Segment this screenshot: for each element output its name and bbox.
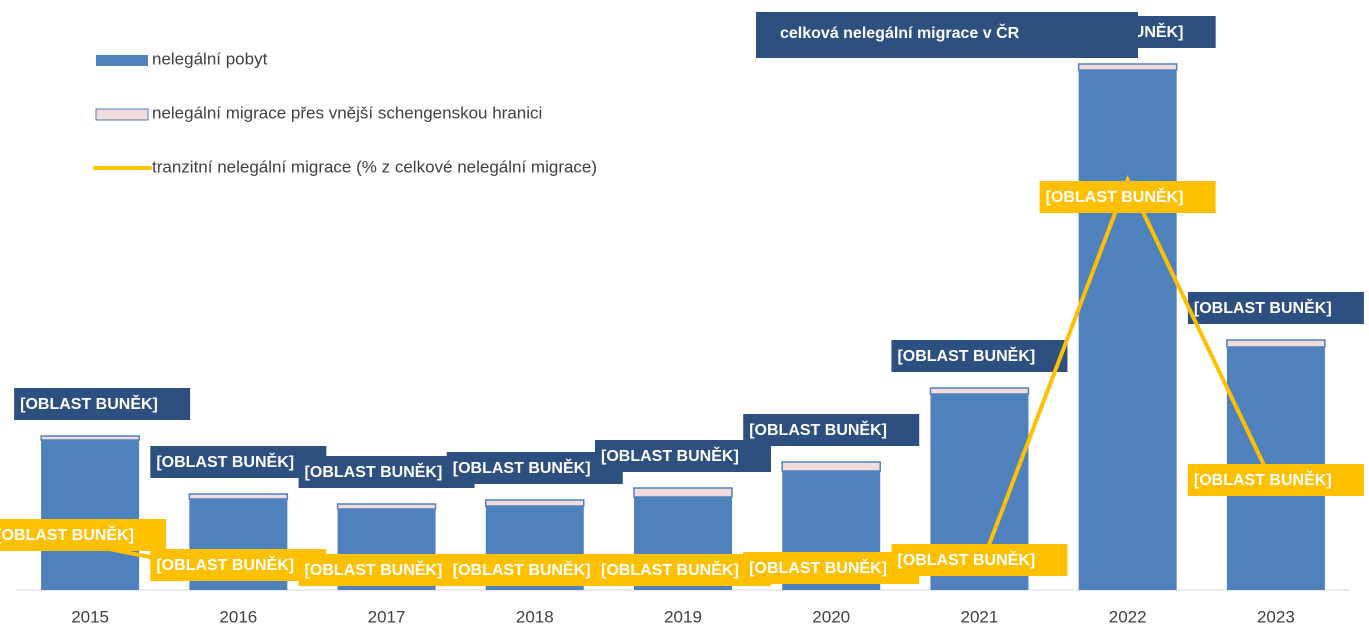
line-label: [OBLAST BUNĚK] bbox=[897, 550, 1035, 569]
bar bbox=[1226, 339, 1326, 348]
line-label-box bbox=[891, 544, 1068, 576]
line-label: [OBLAST BUNĚK] bbox=[1046, 187, 1184, 206]
line-label: [OBLAST BUNĚK] bbox=[601, 560, 739, 579]
line-label: [OBLAST BUNĚK] bbox=[156, 555, 294, 574]
bar bbox=[1077, 63, 1178, 71]
total-label: [OBLAST BUNĚK] bbox=[156, 452, 294, 471]
bar bbox=[336, 503, 437, 510]
line-label-box bbox=[595, 554, 771, 586]
total-label-box bbox=[150, 446, 327, 478]
x-tick-label: 2019 bbox=[664, 607, 702, 626]
line-label: [OBLAST BUNĚK] bbox=[305, 560, 443, 579]
x-tick-label: 2016 bbox=[219, 607, 257, 626]
line-label: [OBLAST BUNĚK] bbox=[1194, 470, 1332, 489]
bar bbox=[781, 461, 881, 472]
total-label-box bbox=[595, 440, 771, 472]
total-label-box bbox=[14, 388, 191, 420]
total-label: [OBLAST BUNĚK] bbox=[20, 394, 158, 413]
bar bbox=[633, 487, 733, 498]
total-label-box bbox=[298, 456, 475, 488]
line-label-box bbox=[0, 519, 167, 551]
line-label-box bbox=[1039, 181, 1216, 213]
legend-label: nelegální migrace přes vnější schengensk… bbox=[152, 103, 542, 122]
bar bbox=[40, 435, 140, 441]
line-label-box bbox=[1187, 464, 1364, 496]
bar bbox=[485, 499, 585, 507]
legend-swatch bbox=[95, 108, 149, 121]
total-label: [OBLAST BUNĚK] bbox=[601, 446, 739, 465]
total-label-box bbox=[743, 414, 920, 446]
total-name: celková nelegální migrace v ČR bbox=[780, 23, 1020, 42]
line-label-box bbox=[446, 554, 623, 586]
total-label-box bbox=[446, 452, 623, 484]
bar bbox=[929, 387, 1030, 395]
x-tick-label: 2021 bbox=[961, 607, 999, 626]
total-label: [OBLAST BUNĚK] bbox=[305, 462, 443, 481]
line-label-box bbox=[743, 552, 920, 584]
x-tick-label: 2015 bbox=[71, 607, 109, 626]
x-tick-label: 2020 bbox=[812, 607, 850, 626]
total-label-box bbox=[891, 340, 1068, 372]
legend-label: tranzitní nelegální migrace (% z celkové… bbox=[152, 157, 597, 176]
line-label: [OBLAST BUNĚK] bbox=[749, 558, 887, 577]
total-name-box bbox=[756, 12, 1138, 58]
bar bbox=[1078, 70, 1177, 590]
x-tick-label: 2023 bbox=[1257, 607, 1295, 626]
total-label-box bbox=[1187, 292, 1364, 324]
total-label: [OBLAST BUNĚK] bbox=[749, 420, 887, 439]
bar bbox=[41, 440, 140, 590]
x-tick-label: 2017 bbox=[368, 607, 406, 626]
total-label: [OBLAST BUNĚK] bbox=[453, 458, 591, 477]
line-label: [OBLAST BUNĚK] bbox=[453, 560, 591, 579]
line-label-box bbox=[298, 554, 475, 586]
total-label: [OBLAST BUNĚK] bbox=[897, 346, 1035, 365]
x-tick-label: 2018 bbox=[516, 607, 554, 626]
legend-label: nelegální pobyt bbox=[152, 49, 268, 68]
total-label: [OBLAST BUNĚK] bbox=[1194, 298, 1332, 317]
legend-swatch bbox=[96, 55, 148, 66]
line-label: [OBLAST BUNĚK] bbox=[0, 525, 134, 544]
x-tick-label: 2022 bbox=[1109, 607, 1147, 626]
line-label-box bbox=[150, 549, 327, 581]
bar bbox=[188, 493, 289, 500]
